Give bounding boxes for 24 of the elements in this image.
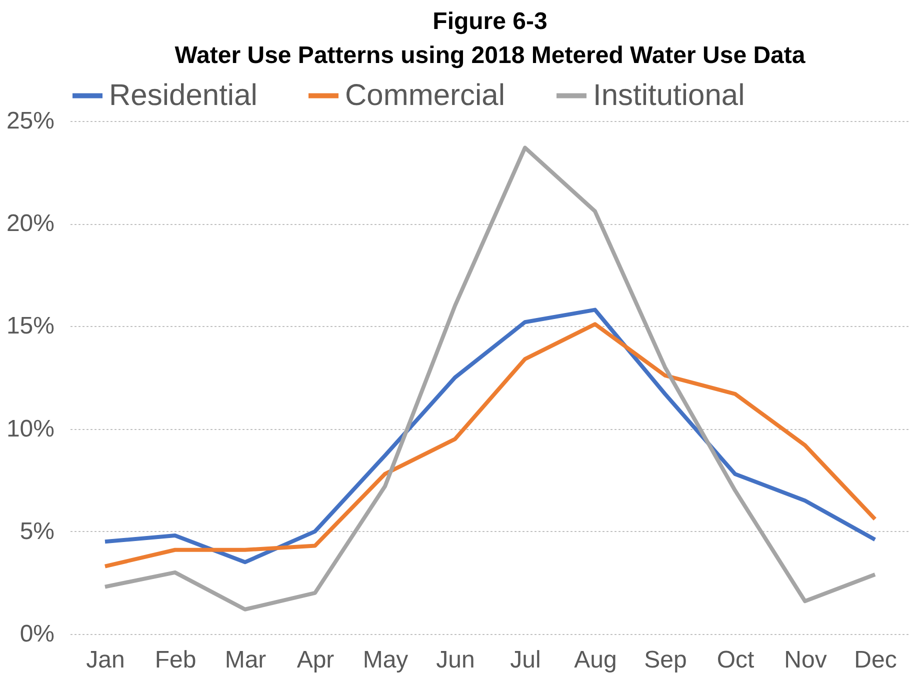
legend-label: Commercial <box>345 78 506 112</box>
chart-title: Figure 6-3 <box>432 8 548 35</box>
y-tick-label: 5% <box>20 518 54 545</box>
x-tick-label: Feb <box>154 646 196 674</box>
y-tick-label: 15% <box>6 312 54 340</box>
y-tick-label: 0% <box>20 620 54 648</box>
x-tick-label: Mar <box>224 646 266 674</box>
line-series <box>103 146 877 612</box>
y-tick-label: 25% <box>6 108 54 134</box>
y-tick-label: 20% <box>6 210 54 238</box>
y-tick-label: 10% <box>6 415 54 442</box>
x-tick-label: Nov <box>784 646 827 674</box>
x-tick-label: Oct <box>716 646 754 674</box>
chart-subtitle: Water Use Patterns using 2018 Metered Water Use Data <box>174 42 806 69</box>
x-tick-label: Jan <box>86 646 125 674</box>
x-tick-label: Aug <box>574 646 617 674</box>
legend-label: Institutional <box>593 78 745 112</box>
x-tick-label: Dec <box>854 646 897 674</box>
x-tick-label: May <box>362 646 408 674</box>
x-tick-label: Jul <box>510 646 541 674</box>
x-tick-label: Apr <box>296 646 334 674</box>
x-tick-label: Sep <box>644 646 687 674</box>
legend-label: Residential <box>109 78 258 112</box>
x-tick-label: Jun <box>436 646 475 674</box>
